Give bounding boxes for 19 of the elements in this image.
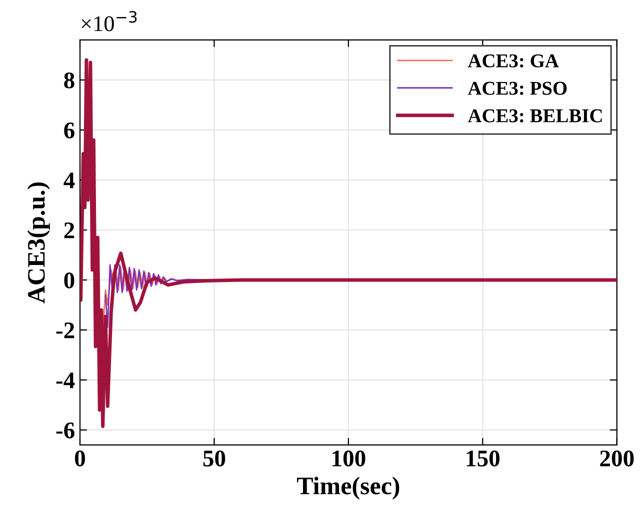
y-tick-label: 0 (64, 272, 74, 288)
y-tick-label: -2 (56, 322, 74, 338)
x-tick-label: 150 (466, 450, 500, 466)
x-tick-label: 0 (74, 450, 85, 466)
legend-label: ACE3: PSO (468, 82, 567, 95)
legend-label: ACE3: GA (468, 54, 559, 68)
y-axis-title: ACE3(p.u.) (27, 182, 50, 304)
y-tick-label: -6 (56, 422, 74, 438)
legend-label: ACE3: BELBIC (468, 109, 602, 122)
x-tick-label: 200 (600, 450, 634, 466)
y-tick-label: 8 (64, 72, 74, 88)
y-tick-label: -4 (56, 372, 75, 388)
x-tick-label: 100 (332, 450, 366, 466)
y-tick-label: 6 (64, 122, 74, 138)
y-tick-label: 4 (64, 172, 75, 188)
x-axis-title: Time(sec) (296, 476, 400, 500)
y-tick-label: 2 (64, 222, 74, 238)
text: ×10$^{−3}$ (82, 10, 137, 32)
x-tick-label: 50 (203, 450, 226, 466)
